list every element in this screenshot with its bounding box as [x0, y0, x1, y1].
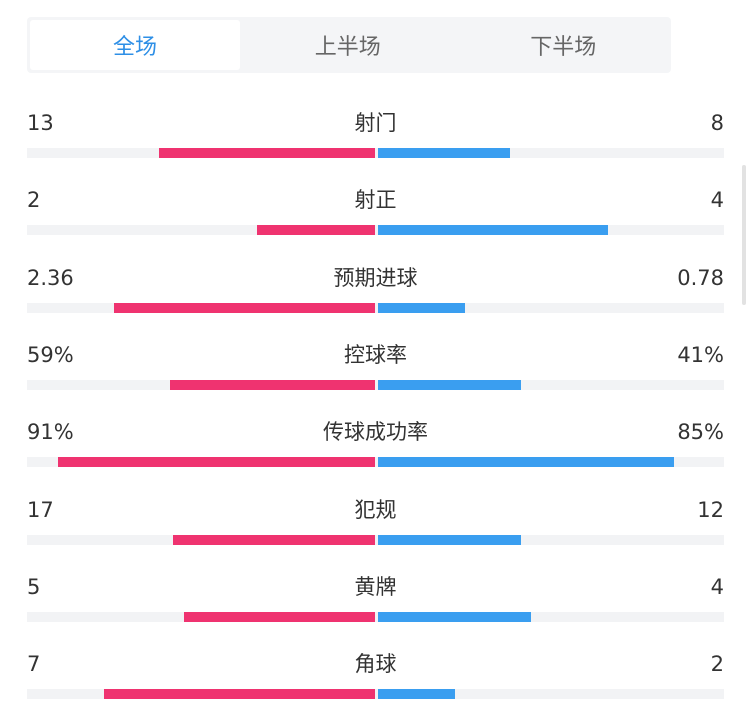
- stat-label: 预期进球: [333, 266, 418, 290]
- home-bar: [173, 535, 375, 545]
- home-bar: [159, 148, 375, 158]
- stat-label: 射门: [354, 111, 397, 135]
- tab-second-half[interactable]: 下半场: [530, 35, 597, 60]
- home-bar: [257, 225, 375, 235]
- away-value: 8: [710, 111, 724, 135]
- stat-bar-track: [27, 535, 724, 545]
- away-bar: [378, 225, 608, 235]
- away-value: 4: [710, 575, 724, 599]
- stat-row: 2 射正 4: [27, 187, 724, 247]
- stat-bar-track: [27, 303, 724, 313]
- home-value: 13: [27, 111, 54, 135]
- stat-row: 91% 传球成功率 85%: [27, 419, 724, 479]
- home-bar: [58, 457, 375, 467]
- stat-row: 5 黄牌 4: [27, 574, 724, 634]
- away-bar: [378, 303, 465, 313]
- stat-label: 黄牌: [354, 575, 397, 599]
- away-bar: [378, 612, 531, 622]
- home-value: 59%: [27, 343, 74, 367]
- stat-bar-track: [27, 689, 724, 699]
- away-value: 12: [697, 498, 724, 522]
- tab-first-half[interactable]: 上半场: [314, 35, 381, 60]
- stat-label: 犯规: [354, 498, 397, 522]
- stat-bar-track: [27, 148, 724, 158]
- stat-bar-track: [27, 225, 724, 235]
- stat-row: 17 犯规 12: [27, 497, 724, 557]
- home-value: 5: [27, 575, 41, 599]
- stat-label: 传球成功率: [323, 420, 428, 444]
- stat-label: 角球: [354, 652, 397, 676]
- home-value: 17: [27, 498, 54, 522]
- away-value: 41%: [677, 343, 724, 367]
- home-bar: [170, 380, 375, 390]
- stat-bar-track: [27, 457, 724, 467]
- period-tabs: 全场 上半场 下半场: [27, 17, 671, 73]
- home-bar: [104, 689, 375, 699]
- home-value: 2.36: [27, 266, 74, 290]
- stat-row: 59% 控球率 41%: [27, 342, 724, 402]
- stat-row: 13 射门 8: [27, 110, 724, 170]
- stat-label: 控球率: [344, 343, 407, 367]
- away-bar: [378, 380, 521, 390]
- tab-full-match[interactable]: 全场: [30, 20, 240, 70]
- stat-row: 2.36 预期进球 0.78: [27, 265, 724, 325]
- home-value: 2: [27, 188, 41, 212]
- scrollbar[interactable]: [742, 165, 746, 305]
- home-bar: [184, 612, 375, 622]
- away-bar: [378, 689, 455, 699]
- away-bar: [378, 535, 521, 545]
- away-value: 85%: [677, 420, 724, 444]
- home-bar: [114, 303, 375, 313]
- away-bar: [378, 457, 674, 467]
- away-value: 0.78: [677, 266, 724, 290]
- stat-bar-track: [27, 612, 724, 622]
- away-value: 4: [710, 188, 724, 212]
- home-value: 7: [27, 652, 41, 676]
- stat-label: 射正: [354, 188, 397, 212]
- away-bar: [378, 148, 510, 158]
- home-value: 91%: [27, 420, 74, 444]
- away-value: 2: [710, 652, 724, 676]
- stat-row: 7 角球 2: [27, 651, 724, 711]
- stat-bar-track: [27, 380, 724, 390]
